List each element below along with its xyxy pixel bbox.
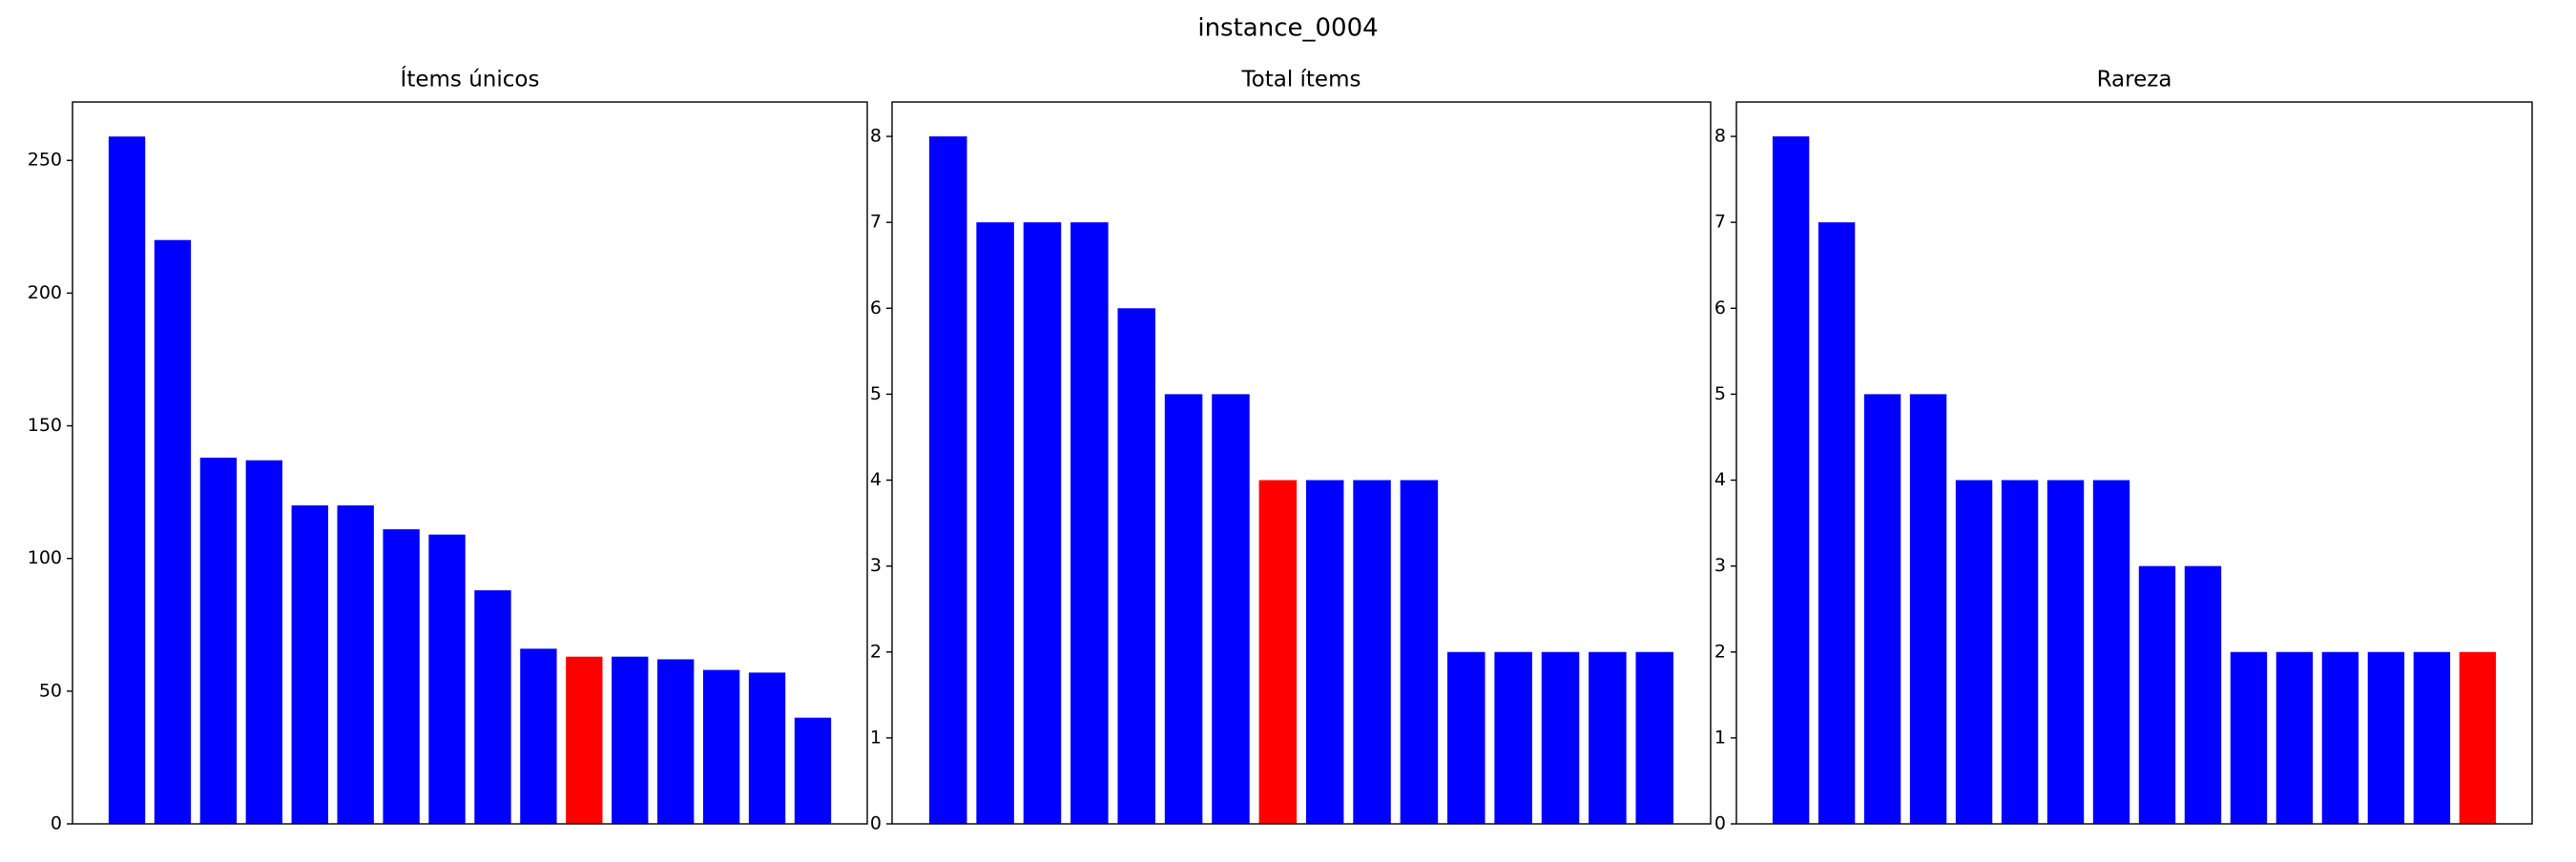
bar <box>657 659 695 824</box>
y-tick-label: 0 <box>1714 813 1726 834</box>
y-tick-label: 0 <box>870 813 882 834</box>
bar <box>1117 308 1155 824</box>
y-tick-label: 6 <box>870 298 882 318</box>
bar <box>2092 480 2130 824</box>
figure-title: instance_0004 <box>1197 14 1378 43</box>
bar <box>1447 651 1485 824</box>
y-tick-label: 150 <box>28 415 62 436</box>
bar <box>199 457 238 824</box>
subplot-title: Total ítems <box>1241 68 1361 92</box>
y-tick-label: 3 <box>1714 555 1726 576</box>
bar <box>1541 651 1580 824</box>
bar <box>383 529 420 824</box>
bar <box>1635 651 1673 824</box>
y-tick-label: 2 <box>870 641 882 662</box>
bar <box>566 656 603 824</box>
y-tick-label: 4 <box>870 469 882 490</box>
bar <box>428 534 466 824</box>
bar <box>2321 651 2359 824</box>
bar <box>337 505 374 824</box>
y-tick-label: 250 <box>28 150 62 171</box>
y-tick-label: 5 <box>870 383 882 404</box>
bar <box>929 136 967 825</box>
bar <box>154 239 192 824</box>
y-tick-label: 5 <box>1714 383 1726 404</box>
bar <box>976 222 1014 824</box>
bar <box>1070 222 1109 824</box>
y-tick-label: 0 <box>51 813 62 834</box>
bar <box>291 505 328 824</box>
bar <box>794 717 832 824</box>
bar <box>520 648 557 824</box>
bar <box>702 669 740 824</box>
y-tick-label: 4 <box>1714 469 1726 490</box>
y-tick-label: 100 <box>28 547 62 568</box>
bar <box>1909 394 1947 824</box>
bar <box>1212 394 1250 824</box>
bar <box>1818 222 1856 824</box>
y-tick-label: 3 <box>870 555 882 576</box>
bar <box>474 590 511 824</box>
bar <box>1863 394 1901 824</box>
y-tick-label: 8 <box>1714 126 1726 147</box>
subplot-title: Rareza <box>2097 68 2172 92</box>
y-tick-label: 7 <box>870 212 882 233</box>
y-tick-label: 8 <box>870 126 882 147</box>
bar <box>1023 222 1062 824</box>
y-tick-label: 6 <box>1714 298 1726 318</box>
y-tick-label: 50 <box>39 680 62 701</box>
bar <box>1955 480 1993 824</box>
y-tick-label: 7 <box>1714 212 1726 233</box>
bar <box>1258 480 1298 824</box>
y-tick-label: 200 <box>28 282 62 303</box>
bar <box>2138 565 2176 824</box>
bar <box>2001 480 2039 824</box>
bar <box>1400 480 1439 824</box>
subplot-title: Ítems únicos <box>401 66 540 92</box>
bar <box>2413 651 2451 824</box>
y-tick-label: 2 <box>1714 641 1726 662</box>
bar <box>1353 480 1391 824</box>
bar <box>2046 480 2085 824</box>
bar <box>1494 651 1532 824</box>
axes-frame <box>1735 101 2533 825</box>
bar <box>2367 651 2405 824</box>
bar <box>2459 651 2497 824</box>
bar <box>108 136 146 824</box>
bar <box>2230 651 2268 824</box>
bar <box>1772 136 1810 825</box>
bar <box>1164 394 1203 824</box>
bar <box>1589 651 1627 824</box>
bar <box>748 672 786 824</box>
y-tick-label: 1 <box>870 727 882 748</box>
axes-frame <box>72 101 868 825</box>
bar <box>2184 565 2222 824</box>
bar <box>2275 651 2314 824</box>
axes-frame <box>891 101 1712 825</box>
bar <box>245 460 282 824</box>
bar <box>612 656 649 824</box>
y-tick-label: 1 <box>1714 727 1726 748</box>
bar <box>1305 480 1344 824</box>
